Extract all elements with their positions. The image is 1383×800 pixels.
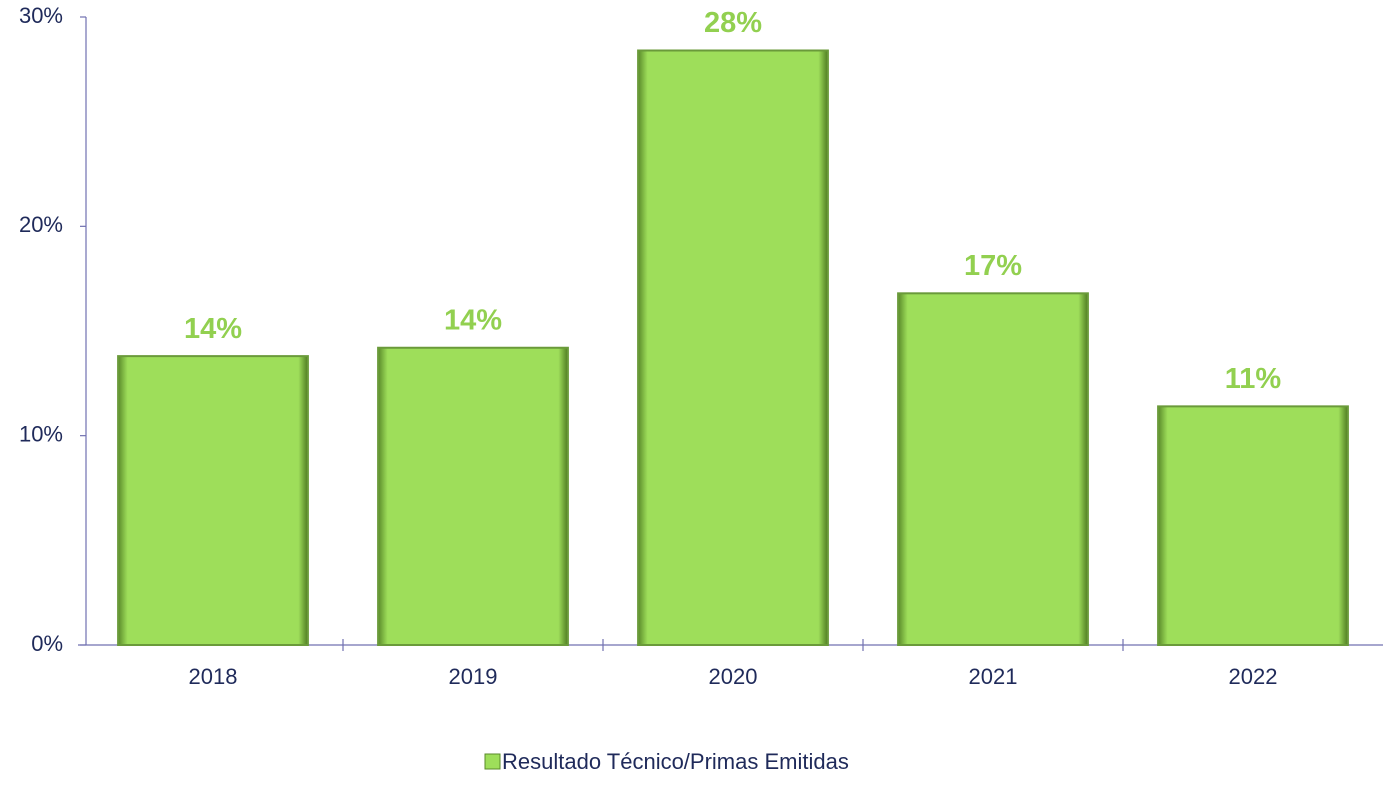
- bar: [377, 346, 569, 646]
- y-tick-label: 10%: [19, 421, 63, 446]
- bar: [897, 292, 1089, 646]
- value-label: 17%: [964, 250, 1022, 282]
- y-tick-label: 20%: [19, 212, 63, 237]
- value-label: 14%: [444, 304, 502, 336]
- value-label: 11%: [1225, 363, 1282, 395]
- y-tick-label: 0%: [31, 631, 63, 656]
- value-label: 14%: [184, 313, 242, 345]
- x-tick-label: 2020: [709, 664, 758, 689]
- x-tick-label: 2021: [969, 664, 1018, 689]
- value-label: 28%: [704, 7, 762, 39]
- x-tick-label: 2019: [449, 664, 498, 689]
- y-tick-label: 30%: [19, 3, 63, 28]
- bar: [117, 355, 309, 646]
- x-tick-label: 2022: [1229, 664, 1278, 689]
- bar: [637, 49, 829, 646]
- bar: [1157, 405, 1349, 646]
- legend-swatch: [484, 753, 501, 770]
- legend-label: Resultado Técnico/Primas Emitidas: [502, 749, 849, 774]
- x-tick-label: 2018: [189, 664, 238, 689]
